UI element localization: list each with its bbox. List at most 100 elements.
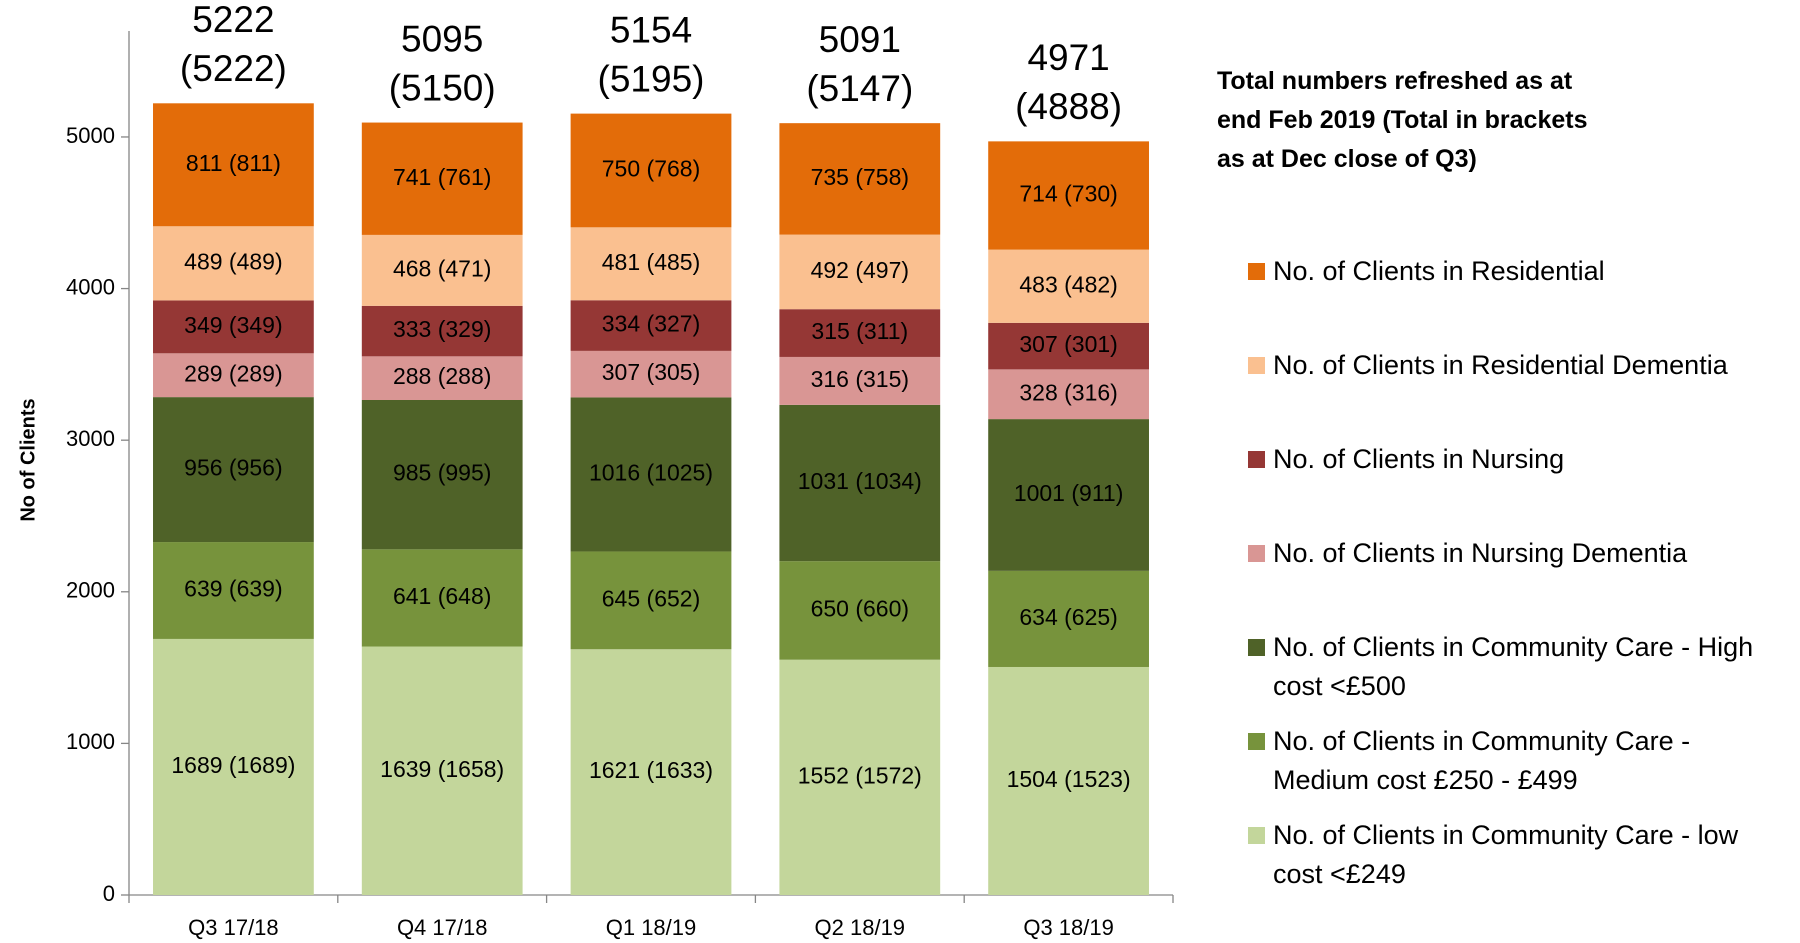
bar-segment <box>988 419 1149 571</box>
y-tick-label: 2000 <box>66 578 115 603</box>
value-label: 468 (471) <box>393 255 491 281</box>
value-label: 315 (311) <box>811 318 908 344</box>
bar-segment <box>361 234 523 306</box>
bar-segment <box>361 305 523 357</box>
total-label: 5095 <box>401 18 483 59</box>
bar-segment <box>988 249 1149 323</box>
value-label: 349 (349) <box>184 312 282 338</box>
value-label: 483 (482) <box>1019 271 1117 297</box>
bar-segment <box>779 561 941 660</box>
value-label: 641 (648) <box>393 583 491 609</box>
legend-swatch <box>1248 545 1265 562</box>
legend-item: No. of Clients in Residential Dementia <box>1248 346 1788 385</box>
bar-segment <box>361 122 523 235</box>
x-tick-label: Q3 18/19 <box>1023 915 1114 940</box>
bar-segment <box>779 356 941 405</box>
bar-segment <box>361 646 523 895</box>
legend-item: No. of Clients in Nursing Dementia <box>1248 534 1788 573</box>
bar-segment <box>361 400 523 550</box>
bar-segment <box>570 113 732 228</box>
total-label: 5091 <box>819 19 901 60</box>
total-bracketed-label: (5222) <box>180 48 287 89</box>
bar-segment <box>153 542 314 639</box>
legend-label: No. of Clients in Residential <box>1273 256 1605 286</box>
value-label: 489 (489) <box>184 248 282 274</box>
value-label: 639 (639) <box>184 576 282 602</box>
bar-segment <box>779 309 941 357</box>
legend-label: No. of Clients in Nursing Dementia <box>1273 538 1688 568</box>
y-tick-label: 4000 <box>66 274 115 299</box>
value-label: 333 (329) <box>393 316 491 342</box>
bar-segment <box>361 356 523 401</box>
bar-segment <box>988 666 1149 895</box>
value-label: 334 (327) <box>602 311 700 337</box>
y-tick-label: 0 <box>103 881 115 906</box>
x-tick-label: Q2 18/19 <box>815 915 906 940</box>
bar-segment <box>988 369 1149 420</box>
legend-swatch <box>1248 827 1265 844</box>
legend-label: No. of Clients in Nursing <box>1273 444 1565 474</box>
x-tick-label: Q3 17/18 <box>188 915 279 940</box>
value-label: 714 (730) <box>1019 181 1117 207</box>
bar-segment <box>153 397 314 543</box>
x-tick-label: Q4 17/18 <box>397 915 488 940</box>
bar-segment <box>570 300 732 351</box>
value-label: 328 (316) <box>1019 379 1117 405</box>
bar-segment <box>570 649 732 895</box>
bar-segment <box>361 549 523 647</box>
bar-segment <box>988 570 1149 667</box>
y-tick-label: 1000 <box>66 729 115 754</box>
total-bracketed-label: (5147) <box>806 68 913 109</box>
value-label: 735 (758) <box>811 164 909 190</box>
bar-segment <box>153 103 314 227</box>
value-label: 634 (625) <box>1019 604 1117 630</box>
value-label: 750 (768) <box>602 156 700 182</box>
legend-swatch <box>1248 733 1265 750</box>
total-label: 5154 <box>610 9 692 50</box>
bar-segment <box>153 226 314 301</box>
value-label: 1031 (1034) <box>798 468 922 494</box>
total-label: 5222 <box>192 0 274 40</box>
value-label: 1016 (1025) <box>589 460 713 486</box>
x-tick-label: Q1 18/19 <box>606 915 697 940</box>
value-label: 1689 (1689) <box>171 752 295 778</box>
legend-item: No. of Clients in Community Care - low c… <box>1248 816 1788 894</box>
value-label: 289 (289) <box>184 360 282 386</box>
legend-item: No. of Clients in Residential <box>1248 252 1788 291</box>
value-label: 1504 (1523) <box>1007 766 1131 792</box>
legend-label: No. of Clients in Community Care - Mediu… <box>1273 726 1691 795</box>
note-line: Total numbers refreshed as at end Feb 20… <box>1217 67 1573 134</box>
total-label: 4971 <box>1027 37 1109 78</box>
bar-segment <box>153 353 314 398</box>
bar-segment <box>153 300 314 354</box>
legend-item: No. of Clients in Community Care - High … <box>1248 628 1788 706</box>
bar-segment <box>779 234 941 310</box>
y-axis-label: No of Clients <box>17 398 39 521</box>
bar-segment <box>153 638 314 895</box>
value-label: 811 (811) <box>186 150 281 176</box>
value-label: 1552 (1572) <box>798 762 922 788</box>
bar-segment <box>570 551 732 650</box>
value-label: 481 (485) <box>602 249 700 275</box>
bar-segment <box>779 404 941 562</box>
bar-segment <box>570 397 732 552</box>
value-label: 288 (288) <box>393 363 491 389</box>
bar-segment <box>988 322 1149 370</box>
value-label: 645 (652) <box>602 585 700 611</box>
value-label: 307 (305) <box>602 359 700 385</box>
y-tick-label: 3000 <box>66 426 115 451</box>
legend-swatch <box>1248 451 1265 468</box>
bar-segment <box>570 227 732 301</box>
note: Total numbers refreshed as at end Feb 20… <box>1217 62 1607 179</box>
legend-swatch <box>1248 357 1265 374</box>
value-label: 1621 (1633) <box>589 757 713 783</box>
value-label: 650 (660) <box>811 596 909 622</box>
value-label: 492 (497) <box>811 257 909 283</box>
value-label: 316 (315) <box>811 366 909 392</box>
bar-segment <box>779 659 941 895</box>
legend-label: No. of Clients in Residential Dementia <box>1273 350 1728 380</box>
legend-item: No. of Clients in Nursing <box>1248 440 1788 479</box>
value-label: 741 (761) <box>393 164 491 190</box>
